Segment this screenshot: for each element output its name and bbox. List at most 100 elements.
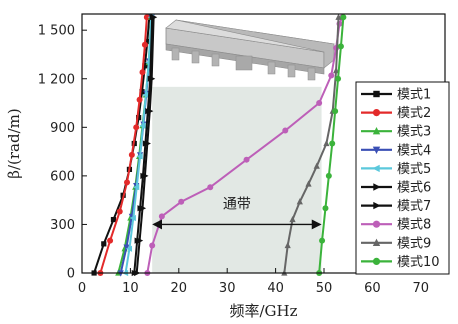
y-tick-label: 0 bbox=[67, 267, 75, 282]
x-tick-label: 40 bbox=[267, 281, 284, 296]
data-point bbox=[328, 72, 335, 79]
legend-swatch-marker bbox=[372, 238, 381, 246]
data-point bbox=[110, 216, 117, 223]
data-point bbox=[313, 162, 320, 169]
legend-label: 模式8 bbox=[397, 218, 431, 233]
data-point bbox=[332, 108, 339, 115]
legend-label: 模式3 bbox=[397, 125, 431, 140]
data-point bbox=[143, 14, 150, 21]
data-point bbox=[142, 172, 149, 179]
data-point bbox=[107, 237, 114, 244]
data-point bbox=[322, 205, 329, 212]
data-point bbox=[335, 13, 342, 20]
data-point bbox=[340, 14, 347, 21]
data-point bbox=[144, 38, 150, 45]
data-point bbox=[136, 96, 143, 103]
data-point bbox=[139, 89, 145, 95]
series-7 bbox=[134, 14, 158, 277]
x-tick-label: 0 bbox=[78, 281, 86, 296]
y-tick-label: 1 500 bbox=[38, 24, 75, 39]
legend: 模式1 模式2 模式3 模式4 模式5 模式6 模式7 模式8 模式9 模式10 bbox=[355, 81, 450, 275]
data-point bbox=[335, 75, 342, 82]
series-10 bbox=[316, 14, 347, 276]
data-point bbox=[158, 213, 165, 220]
series-line bbox=[133, 17, 154, 274]
series-layer bbox=[91, 13, 347, 277]
data-point bbox=[178, 198, 185, 205]
data-point bbox=[133, 184, 140, 191]
legend-label: 模式6 bbox=[397, 181, 431, 196]
data-point bbox=[139, 205, 147, 212]
data-point bbox=[284, 241, 291, 249]
y-tick-label: 900 bbox=[50, 121, 75, 136]
legend-swatch-marker bbox=[372, 257, 381, 265]
data-point bbox=[125, 245, 133, 252]
data-point bbox=[141, 41, 148, 48]
data-point bbox=[136, 237, 144, 244]
legend-swatch-marker bbox=[373, 90, 380, 98]
legend-label: 模式2 bbox=[397, 106, 431, 121]
data-point bbox=[151, 14, 158, 21]
data-point bbox=[329, 140, 336, 147]
x-tick-label: 10 bbox=[122, 281, 139, 296]
data-point bbox=[101, 241, 107, 247]
series-line bbox=[135, 17, 155, 274]
data-point bbox=[133, 124, 140, 131]
x-tick-label: 30 bbox=[219, 281, 236, 296]
series-2 bbox=[97, 14, 150, 276]
data-point bbox=[316, 100, 323, 107]
legend-label: 模式4 bbox=[397, 143, 431, 158]
data-point bbox=[136, 153, 143, 160]
legend-swatch-marker bbox=[373, 201, 381, 210]
data-point bbox=[319, 237, 326, 244]
data-point bbox=[149, 75, 156, 82]
series-line bbox=[99, 17, 148, 274]
x-tick-label: 20 bbox=[171, 281, 188, 296]
data-point bbox=[129, 214, 136, 222]
y-tick-label: 300 bbox=[50, 218, 75, 233]
data-point bbox=[142, 91, 149, 99]
legend-item: 模式4 bbox=[361, 143, 431, 158]
legend-item: 模式9 bbox=[361, 236, 431, 251]
data-point bbox=[149, 242, 156, 249]
data-point bbox=[116, 208, 123, 215]
data-point bbox=[139, 69, 146, 76]
x-tick-label: 50 bbox=[316, 281, 333, 296]
passband-shade bbox=[152, 86, 322, 273]
data-point bbox=[243, 156, 250, 163]
data-point bbox=[124, 179, 131, 186]
series-line bbox=[283, 17, 340, 274]
legend-swatch-marker bbox=[372, 164, 380, 173]
data-point bbox=[142, 63, 148, 69]
data-point bbox=[144, 140, 151, 147]
waveguide-structure-illustration bbox=[165, 19, 335, 81]
data-point bbox=[323, 139, 330, 147]
legend-label: 模式9 bbox=[397, 236, 431, 251]
data-point bbox=[325, 172, 332, 179]
axes: 0 10 20 30 40 50 60 70 0 300 600 900 1 200 1 500 bbox=[38, 13, 446, 296]
legend-label: 模式5 bbox=[397, 162, 431, 177]
legend-label: 模式1 bbox=[397, 88, 431, 103]
legend-swatch-marker bbox=[372, 146, 381, 154]
legend-swatch-marker bbox=[373, 183, 381, 191]
passband-annotation: 通带 bbox=[152, 196, 322, 230]
data-point bbox=[128, 151, 135, 158]
data-point bbox=[333, 67, 340, 74]
legend-item: 模式7 bbox=[361, 199, 431, 214]
data-point bbox=[139, 122, 146, 129]
x-tick-label: 60 bbox=[364, 281, 381, 296]
legend-swatch-marker bbox=[372, 220, 381, 228]
y-axis-label: β/(rad/m) bbox=[5, 108, 23, 178]
legend-swatch-marker bbox=[372, 127, 381, 135]
legend-item: 模式1 bbox=[361, 88, 431, 103]
data-point bbox=[136, 115, 142, 121]
legend-label: 模式10 bbox=[397, 255, 440, 270]
x-tick-label: 70 bbox=[413, 281, 430, 296]
data-point bbox=[123, 244, 130, 251]
legend-item: 模式5 bbox=[361, 162, 431, 177]
data-point bbox=[207, 184, 214, 191]
data-point bbox=[147, 108, 154, 115]
y-tick-label: 1 200 bbox=[38, 72, 75, 87]
y-tick-label: 600 bbox=[50, 169, 75, 184]
